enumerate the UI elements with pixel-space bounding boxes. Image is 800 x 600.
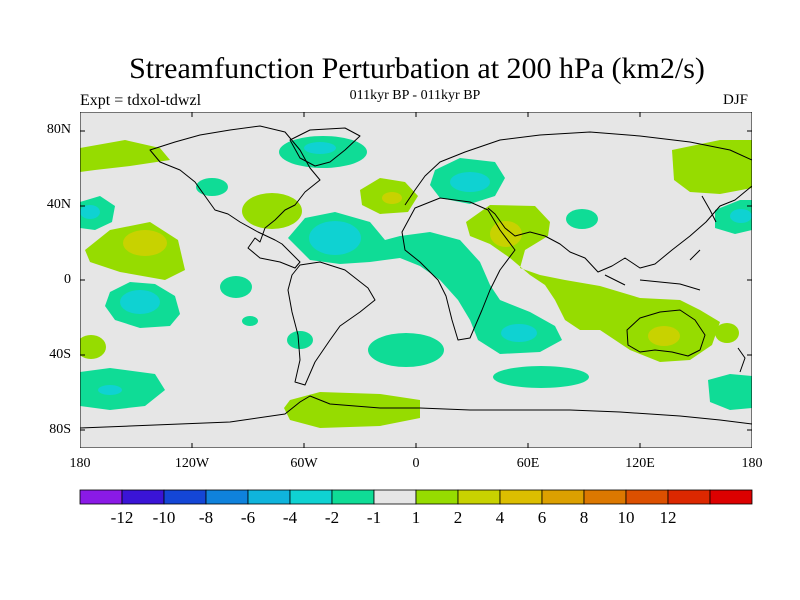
antarctica-coast bbox=[80, 395, 752, 429]
colorbar-swatch bbox=[667, 489, 711, 505]
anomaly-n-america bbox=[242, 193, 302, 229]
anomaly-tasman bbox=[715, 323, 739, 343]
season-label: DJF bbox=[723, 92, 749, 108]
colorbar-label: 6 bbox=[537, 508, 547, 527]
colorbar-label: 4 bbox=[495, 508, 505, 527]
strong-anomaly-pacific bbox=[123, 230, 167, 256]
north-america-coast bbox=[149, 125, 321, 269]
maritime-continent-coast bbox=[604, 249, 701, 291]
coastlines bbox=[80, 125, 752, 429]
strong-anomaly-madagascar bbox=[501, 324, 537, 342]
axis-ticks bbox=[80, 112, 752, 448]
colorbar-label: -2 bbox=[324, 508, 340, 527]
south-america-coast bbox=[287, 261, 376, 386]
anomaly-nw-pacific bbox=[672, 140, 752, 194]
lon-label-60e: 60E bbox=[516, 456, 540, 471]
colorbar-label: -12 bbox=[110, 508, 134, 527]
new-zealand-coast bbox=[737, 347, 746, 373]
japan-coast bbox=[701, 195, 717, 223]
lat-label-40s: 40S bbox=[49, 347, 71, 362]
lat-label-80s: 80S bbox=[49, 422, 71, 437]
anomaly-s-atlantic bbox=[368, 333, 444, 367]
colorbar-swatch bbox=[121, 489, 165, 505]
anomaly-se-pacific bbox=[220, 276, 252, 298]
lon-label-60w: 60W bbox=[290, 456, 318, 471]
positive-anomaly-regions bbox=[80, 140, 752, 428]
strong-negative-regions bbox=[80, 142, 752, 395]
colorbar-swatch bbox=[79, 489, 123, 505]
strong-anomaly-middle-east bbox=[490, 221, 522, 247]
lat-label-80n: 80N bbox=[46, 122, 71, 137]
anomaly-s-indian-ocean bbox=[493, 366, 589, 388]
strong-anomaly-southern bbox=[98, 385, 122, 395]
lon-label-120w: 120W bbox=[174, 456, 210, 471]
colorbar-swatch bbox=[247, 489, 291, 505]
contour-field bbox=[80, 112, 752, 448]
colorbar-swatch bbox=[415, 489, 459, 505]
colorbar-label: 1 bbox=[411, 508, 421, 527]
strong-anomaly-s-pacific bbox=[120, 290, 160, 314]
australia-coast bbox=[626, 309, 706, 357]
experiment-label: Expt = tdxol-tdwzl bbox=[80, 92, 202, 109]
plot-title: Streamfunction Perturbation at 200 hPa (… bbox=[129, 52, 705, 85]
period-label: 011kyr BP - 011kyr BP bbox=[349, 88, 481, 103]
lon-label-180e: 180 bbox=[741, 456, 763, 471]
colorbar bbox=[79, 489, 753, 505]
colorbar-label: 2 bbox=[453, 508, 463, 527]
colorbar-swatch bbox=[709, 489, 753, 505]
lat-label-40n: 40N bbox=[46, 197, 71, 212]
strong-anomaly-atlantic bbox=[382, 192, 402, 204]
strong-anomaly-japan bbox=[730, 209, 752, 223]
colorbar-swatch bbox=[625, 489, 669, 505]
strong-anomaly-australia bbox=[648, 326, 680, 346]
colorbar-label: -6 bbox=[240, 508, 256, 527]
colorbar-swatch bbox=[205, 489, 249, 505]
lat-label-0: 0 bbox=[64, 272, 71, 287]
anomaly-sw-pacific-edge bbox=[80, 335, 106, 359]
strong-anomaly-gulf-alaska bbox=[80, 205, 100, 219]
colorbar-swatch bbox=[541, 489, 585, 505]
anomaly-southern-pacific bbox=[80, 368, 165, 410]
lon-label-0: 0 bbox=[412, 456, 420, 471]
anomaly-central-asia bbox=[566, 209, 598, 229]
greenland-coast bbox=[289, 127, 361, 167]
strong-anomaly-caribbean bbox=[309, 221, 361, 255]
anomaly-eurasia-indian-ocean bbox=[466, 205, 720, 362]
lon-label-180w: 180 bbox=[69, 456, 91, 471]
colorbar-label: -1 bbox=[366, 508, 382, 527]
colorbar-swatch bbox=[373, 489, 417, 505]
colorbar-swatch bbox=[163, 489, 207, 505]
colorbar-swatch bbox=[289, 489, 333, 505]
colorbar-swatch bbox=[583, 489, 627, 505]
strong-anomaly-greenland bbox=[304, 142, 336, 154]
colorbar-label: -8 bbox=[198, 508, 214, 527]
colorbar-label: 12 bbox=[659, 508, 677, 527]
anomaly-w-canada bbox=[196, 178, 228, 196]
eurasia-coast bbox=[404, 131, 752, 273]
colorbar-label: -4 bbox=[282, 508, 298, 527]
anomaly-s-pacific-east bbox=[708, 374, 752, 410]
zero-field-background bbox=[80, 112, 752, 448]
colorbar-label: 10 bbox=[617, 508, 635, 527]
africa-coast bbox=[401, 197, 516, 341]
anomaly-argentina bbox=[287, 331, 313, 349]
colorbar-swatch bbox=[331, 489, 375, 505]
anomaly-antarctic-atlantic bbox=[284, 392, 420, 428]
colorbar-label: -10 bbox=[152, 508, 176, 527]
lon-label-120e: 120E bbox=[625, 456, 655, 471]
strong-anomaly-europe bbox=[450, 172, 490, 192]
colorbar-swatch bbox=[457, 489, 501, 505]
colorbar-label: 8 bbox=[579, 508, 589, 527]
colorbar-swatch bbox=[499, 489, 543, 505]
anomaly-n-pacific bbox=[80, 140, 170, 172]
strong-positive-regions bbox=[123, 192, 680, 346]
anomaly-chile-coast bbox=[242, 316, 258, 326]
